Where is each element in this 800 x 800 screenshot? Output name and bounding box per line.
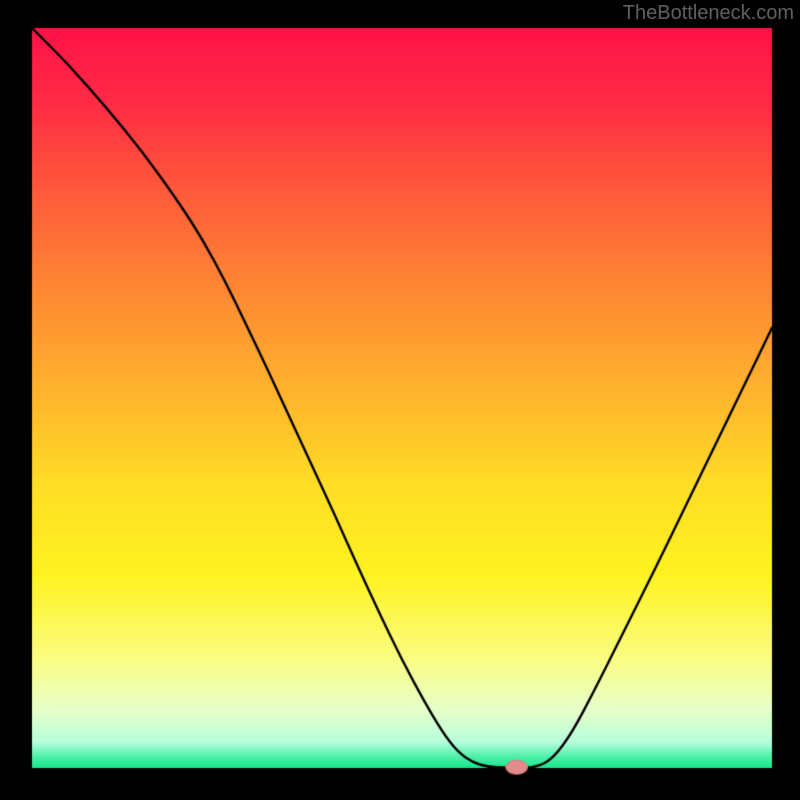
bottleneck-chart <box>0 0 800 800</box>
